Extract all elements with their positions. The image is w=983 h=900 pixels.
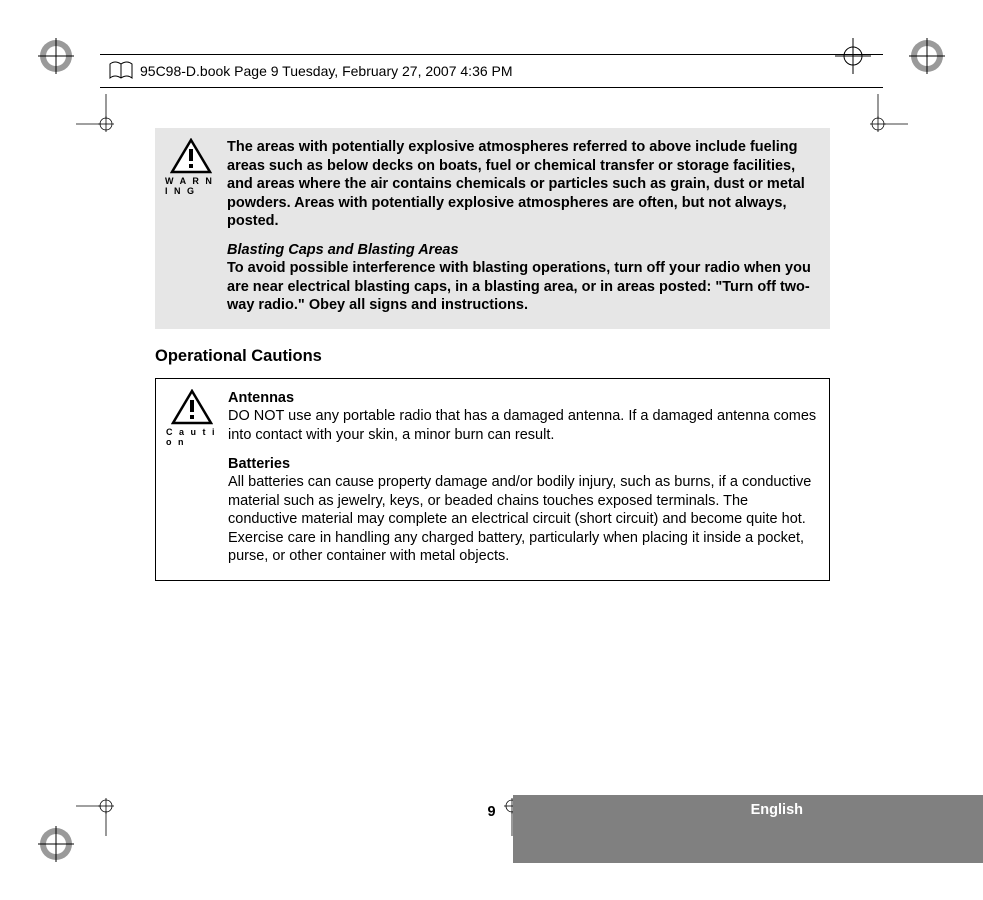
- warning-subheading: Blasting Caps and Blasting Areas: [227, 241, 820, 260]
- registration-mark-top-right: [909, 38, 945, 74]
- registration-mark-top-left: [38, 38, 74, 74]
- warning-icon-label: W A R N I N G: [165, 176, 217, 196]
- warning-icon: [170, 138, 212, 174]
- caution-heading-batteries: Batteries: [228, 455, 819, 474]
- warning-paragraph-2: To avoid possible interference with blas…: [227, 259, 820, 315]
- crop-mark-top-right: [848, 94, 908, 154]
- caution-box: C a u t i o n Antennas DO NOT use any po…: [155, 378, 830, 581]
- language-label: English: [751, 802, 803, 818]
- warning-paragraph-1: The areas with potentially explosive atm…: [227, 138, 820, 231]
- section-title: Operational Cautions: [155, 347, 830, 366]
- warning-box: W A R N I N G The areas with potentially…: [155, 128, 830, 329]
- crop-mark-top-left: [76, 94, 136, 154]
- caution-paragraph-batteries: All batteries can cause property damage …: [228, 473, 819, 566]
- book-icon: [108, 60, 134, 82]
- caution-icon-label: C a u t i o n: [166, 427, 218, 447]
- registration-mark-bottom-left: [38, 826, 74, 862]
- page-content: W A R N I N G The areas with potentially…: [155, 128, 830, 581]
- caution-paragraph-antennas: DO NOT use any portable radio that has a…: [228, 407, 819, 444]
- running-header-text: 95C98-D.book Page 9 Tuesday, February 27…: [140, 63, 513, 79]
- caution-heading-antennas: Antennas: [228, 389, 819, 408]
- caution-icon: [171, 389, 213, 425]
- language-tab-band: [513, 795, 983, 863]
- running-header: 95C98-D.book Page 9 Tuesday, February 27…: [100, 54, 883, 88]
